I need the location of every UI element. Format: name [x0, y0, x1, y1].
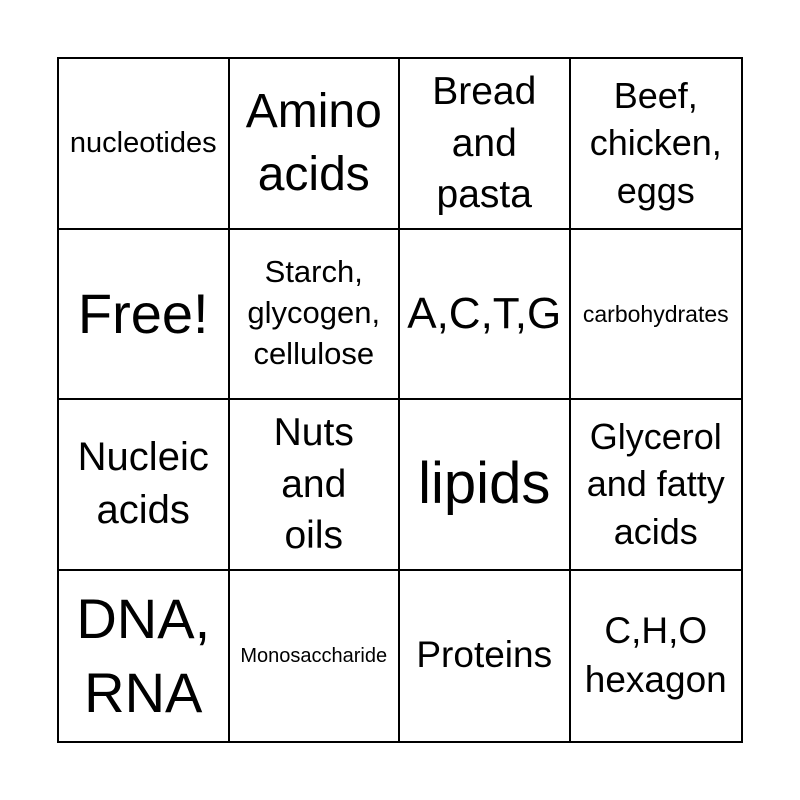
cell-text: DNA, RNA: [76, 586, 211, 724]
cell-r4c3[interactable]: Proteins: [400, 570, 571, 741]
cell-r2c1-free[interactable]: Free!: [59, 229, 230, 400]
cell-r4c4[interactable]: C,H,O hexagon: [571, 571, 742, 742]
bingo-card: nucleotides Amino acids Bread and pasta …: [57, 57, 743, 743]
cell-text: nucleotides: [69, 127, 217, 160]
cell-r3c3[interactable]: lipids: [400, 400, 571, 571]
cell-text: Nuts and oils: [273, 411, 354, 557]
cell-text: carbohydrates: [582, 300, 729, 327]
cell-text: Amino acids: [245, 84, 382, 202]
cell-r4c2[interactable]: Monosaccharide: [230, 570, 400, 741]
cell-r1c3[interactable]: Bread and pasta: [400, 59, 571, 230]
cell-r1c4[interactable]: Beef, chicken, eggs: [570, 59, 741, 230]
cell-r3c2[interactable]: Nuts and oils: [229, 400, 400, 571]
cell-text: Starch, glycogen, cellulose: [247, 254, 381, 372]
cell-r2c3[interactable]: A,C,T,G: [400, 229, 571, 400]
cell-r3c4[interactable]: Glycerol and fatty acids: [570, 400, 741, 571]
cell-text: A,C,T,G: [407, 288, 562, 338]
cell-text: Nucleic acids: [77, 435, 209, 533]
cell-r3c1[interactable]: Nucleic acids: [59, 400, 230, 571]
cell-text: Beef, chicken, eggs: [589, 74, 722, 211]
cell-text: Bread and pasta: [432, 70, 537, 216]
cell-text: C,H,O hexagon: [584, 609, 727, 700]
cell-text: Proteins: [416, 634, 553, 676]
cell-text: Glycerol and fatty acids: [586, 415, 725, 552]
cell-r1c2[interactable]: Amino acids: [229, 59, 400, 230]
cell-text: Monosaccharide: [240, 644, 388, 667]
free-cell-text: Free!: [77, 281, 209, 345]
cell-r1c1[interactable]: nucleotides: [59, 59, 230, 230]
cell-r2c4[interactable]: carbohydrates: [570, 230, 741, 400]
cell-r2c2[interactable]: Starch, glycogen, cellulose: [229, 229, 400, 400]
cell-r4c1[interactable]: DNA, RNA: [59, 570, 230, 741]
cell-text: lipids: [418, 450, 551, 516]
